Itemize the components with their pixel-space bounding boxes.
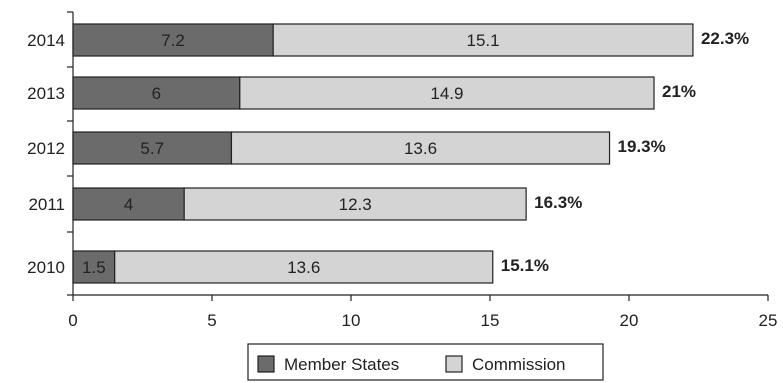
y-tick-label: 2010	[27, 258, 65, 277]
bar-segment	[239, 76, 655, 110]
bar-segment	[183, 187, 527, 221]
bar-segment	[272, 23, 694, 57]
y-tick-label: 2013	[27, 84, 65, 103]
bar-segment-label: 13.6	[287, 258, 320, 277]
bar-segment	[72, 250, 116, 284]
bar-total-label: 19.3%	[618, 137, 666, 156]
bar-segment	[114, 250, 494, 284]
bar-total-label: 15.1%	[501, 256, 549, 275]
x-tick-label: 5	[207, 311, 216, 330]
bar-segment	[72, 76, 241, 110]
chart-legend: Member States Commission	[247, 343, 604, 381]
bar-total-label: 21%	[662, 82, 696, 101]
legend-label: Member States	[284, 355, 399, 374]
x-tick-label: 10	[342, 311, 361, 330]
bar-segment-label: 13.6	[404, 139, 437, 158]
bar-segment-label: 15.1	[467, 31, 500, 50]
bar-segment-label: 7.2	[161, 31, 185, 50]
x-tick-label: 0	[68, 311, 77, 330]
bar-segment-label: 14.9	[430, 84, 463, 103]
y-tick-label: 2014	[27, 31, 65, 50]
bar-segment-label: 1.5	[82, 258, 106, 277]
bar-segment-label: 6	[152, 84, 161, 103]
bar-segment-label: 5.7	[140, 139, 164, 158]
legend-swatch	[445, 355, 463, 373]
bar-segment-label: 12.3	[339, 195, 372, 214]
x-tick-label: 20	[620, 311, 639, 330]
x-tick-label: 25	[759, 311, 778, 330]
legend-swatch	[257, 355, 275, 373]
x-tick-label: 15	[481, 311, 500, 330]
bar-total-label: 22.3%	[701, 29, 749, 48]
y-tick-label: 2012	[27, 139, 65, 158]
chart-axes: 0 5 10 15 20 25 2014 2013 2012 2011 2010	[27, 11, 778, 330]
y-tick-label: 2011	[28, 195, 65, 214]
bar-segment	[72, 23, 274, 57]
legend-label: Commission	[472, 355, 566, 374]
bar-segment-label: 4	[124, 195, 133, 214]
bar-segment	[230, 131, 611, 165]
bar-segment	[72, 187, 185, 221]
bar-total-label: 16.3%	[534, 193, 582, 212]
legend-box	[247, 343, 604, 381]
chart-bars: 7.2 15.1 22.3% 6 14.9 21% 5.7 13.6 19.3% 4 12.3 16.…	[72, 23, 749, 284]
